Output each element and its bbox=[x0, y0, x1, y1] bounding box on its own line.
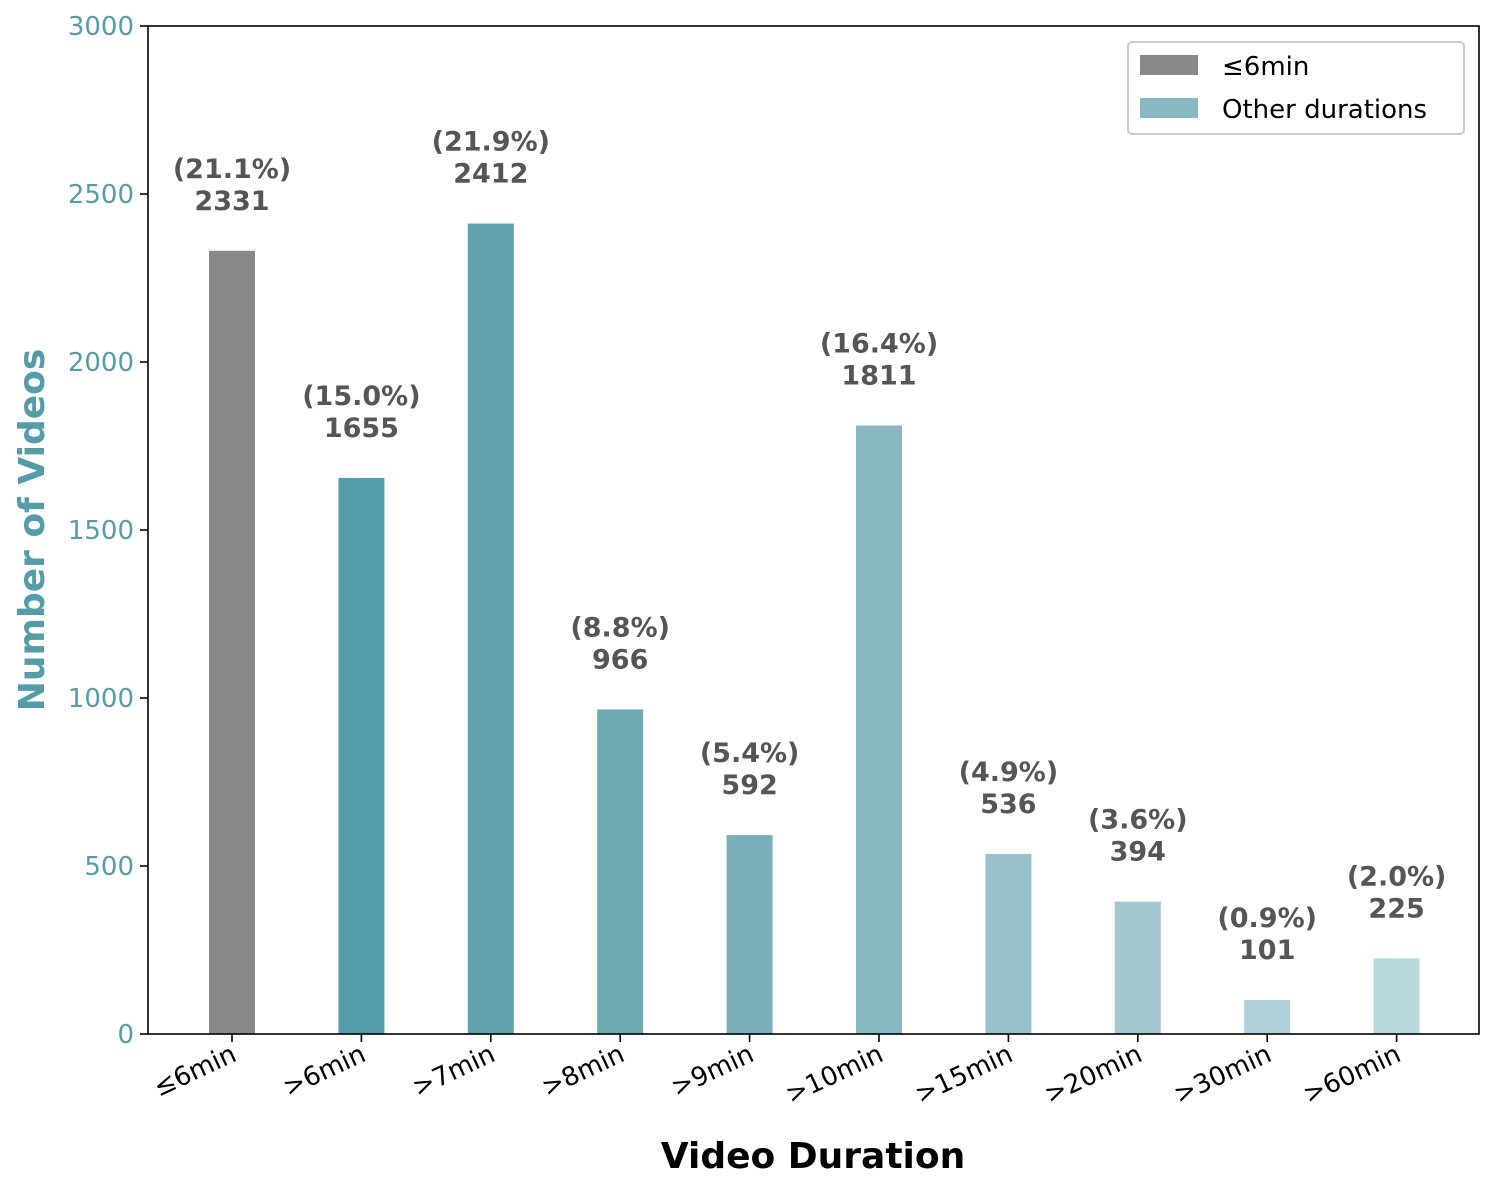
bar-value-label: 2412 bbox=[453, 159, 528, 190]
bar-percent-label: (0.9%) bbox=[1217, 903, 1317, 934]
x-tick-label: >20min bbox=[1040, 1039, 1147, 1110]
y-tick-label: 0 bbox=[117, 1020, 134, 1050]
y-tick-label: 3000 bbox=[68, 12, 134, 42]
x-tick-label: >10min bbox=[781, 1039, 888, 1110]
legend-swatch-other bbox=[1140, 98, 1198, 118]
x-tick-label: >60min bbox=[1299, 1039, 1406, 1110]
bar bbox=[985, 853, 1032, 1034]
y-tick-label: 2000 bbox=[68, 348, 134, 378]
bar-percent-label: (2.0%) bbox=[1347, 861, 1447, 892]
bars-layer bbox=[209, 223, 1420, 1034]
bar-value-label: 2331 bbox=[194, 186, 269, 217]
x-axis-title: Video Duration bbox=[661, 1136, 966, 1177]
y-tick-label: 1500 bbox=[68, 516, 134, 546]
x-tick-label: >15min bbox=[911, 1039, 1018, 1110]
y-tick-label: 500 bbox=[84, 852, 134, 882]
legend: ≤6min Other durations bbox=[1127, 41, 1465, 135]
bar bbox=[467, 223, 514, 1034]
bar-value-label: 966 bbox=[592, 644, 648, 675]
bar-value-label: 101 bbox=[1239, 935, 1295, 966]
bar bbox=[338, 477, 385, 1034]
legend-box bbox=[1127, 41, 1465, 135]
legend-label-short: ≤6min bbox=[1222, 52, 1309, 82]
y-axis-title: Number of Videos bbox=[12, 349, 53, 712]
bar-value-label: 1811 bbox=[841, 361, 916, 392]
bar-value-label: 536 bbox=[980, 789, 1036, 820]
bar-value-label: 592 bbox=[721, 770, 777, 801]
bar bbox=[1244, 1000, 1291, 1034]
bar-value-label: 1655 bbox=[324, 413, 399, 444]
y-tick-label: 1000 bbox=[68, 684, 134, 714]
bar-percent-label: (16.4%) bbox=[820, 329, 938, 360]
bar-percent-label: (15.0%) bbox=[302, 381, 420, 412]
bar-value-label: 225 bbox=[1368, 893, 1424, 924]
bar-value-label: 394 bbox=[1110, 837, 1166, 868]
legend-label-other: Other durations bbox=[1222, 95, 1427, 125]
bar-percent-label: (8.8%) bbox=[570, 612, 670, 643]
x-axis: ≤6min >6min >7min >8min >9min >10min >15min >20… bbox=[149, 1034, 1406, 1110]
bar bbox=[856, 425, 902, 1034]
bar-percent-label: (3.6%) bbox=[1088, 805, 1188, 836]
y-axis: 0 500 1000 1500 2000 2500 3000 bbox=[68, 12, 148, 1050]
bar bbox=[1373, 958, 1420, 1034]
x-tick-label: >9min bbox=[667, 1039, 759, 1103]
bar bbox=[597, 709, 644, 1034]
x-tick-label: >8min bbox=[537, 1039, 629, 1103]
legend-swatch-short bbox=[1140, 55, 1198, 75]
bar-percent-label: (5.4%) bbox=[700, 738, 800, 769]
x-tick-label: >6min bbox=[279, 1039, 371, 1103]
y-tick-label: 2500 bbox=[68, 180, 134, 210]
bar bbox=[209, 250, 255, 1034]
bar bbox=[1114, 901, 1161, 1034]
x-tick-label: >30min bbox=[1169, 1039, 1276, 1110]
bar-percent-label: (21.1%) bbox=[173, 154, 291, 185]
bar-labels-layer: (21.1%)2331 (15.0%)1655 (21.9%)2412 (8.8%)9… bbox=[173, 127, 1447, 966]
bar bbox=[726, 835, 773, 1034]
bar-percent-label: (4.9%) bbox=[959, 757, 1059, 788]
bar-percent-label: (21.9%) bbox=[432, 127, 550, 158]
x-tick-label: ≤6min bbox=[149, 1039, 241, 1103]
x-tick-label: >7min bbox=[408, 1039, 500, 1103]
